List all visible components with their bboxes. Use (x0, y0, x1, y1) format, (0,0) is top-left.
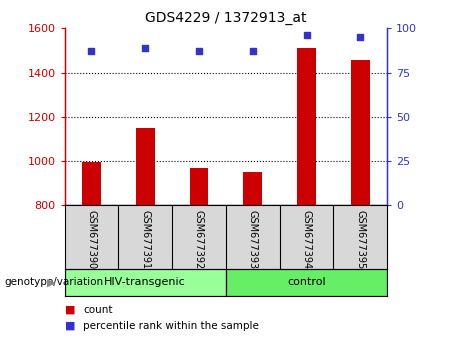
Text: GSM677393: GSM677393 (248, 210, 258, 269)
Bar (65, 269, 226, 296)
Text: ■: ■ (65, 305, 75, 315)
Text: HIV-transgenic: HIV-transgenic (104, 277, 186, 287)
Bar (82, 162, 101, 205)
Text: GSM677395: GSM677395 (355, 210, 366, 270)
Point (357, 34, 364, 40)
Text: GSM677390: GSM677390 (86, 210, 96, 269)
Text: GSM677391: GSM677391 (140, 210, 150, 269)
Bar (226, 269, 387, 296)
Text: ■: ■ (65, 321, 75, 331)
Bar (243, 172, 262, 205)
Text: genotype/variation: genotype/variation (5, 277, 104, 287)
Bar (136, 129, 154, 205)
Point (303, 33, 310, 38)
Bar (189, 168, 208, 205)
Text: GSM677394: GSM677394 (301, 210, 312, 269)
Text: GSM677392: GSM677392 (194, 210, 204, 270)
Text: count: count (83, 305, 112, 315)
Title: GDS4229 / 1372913_at: GDS4229 / 1372913_at (145, 11, 307, 24)
Point (249, 48, 256, 54)
Bar (297, 48, 316, 205)
Text: percentile rank within the sample: percentile rank within the sample (83, 321, 259, 331)
Point (88, 48, 95, 54)
Text: ▶: ▶ (47, 277, 55, 287)
Point (195, 48, 203, 54)
Text: control: control (287, 277, 326, 287)
Point (142, 45, 149, 51)
Bar (351, 61, 370, 205)
